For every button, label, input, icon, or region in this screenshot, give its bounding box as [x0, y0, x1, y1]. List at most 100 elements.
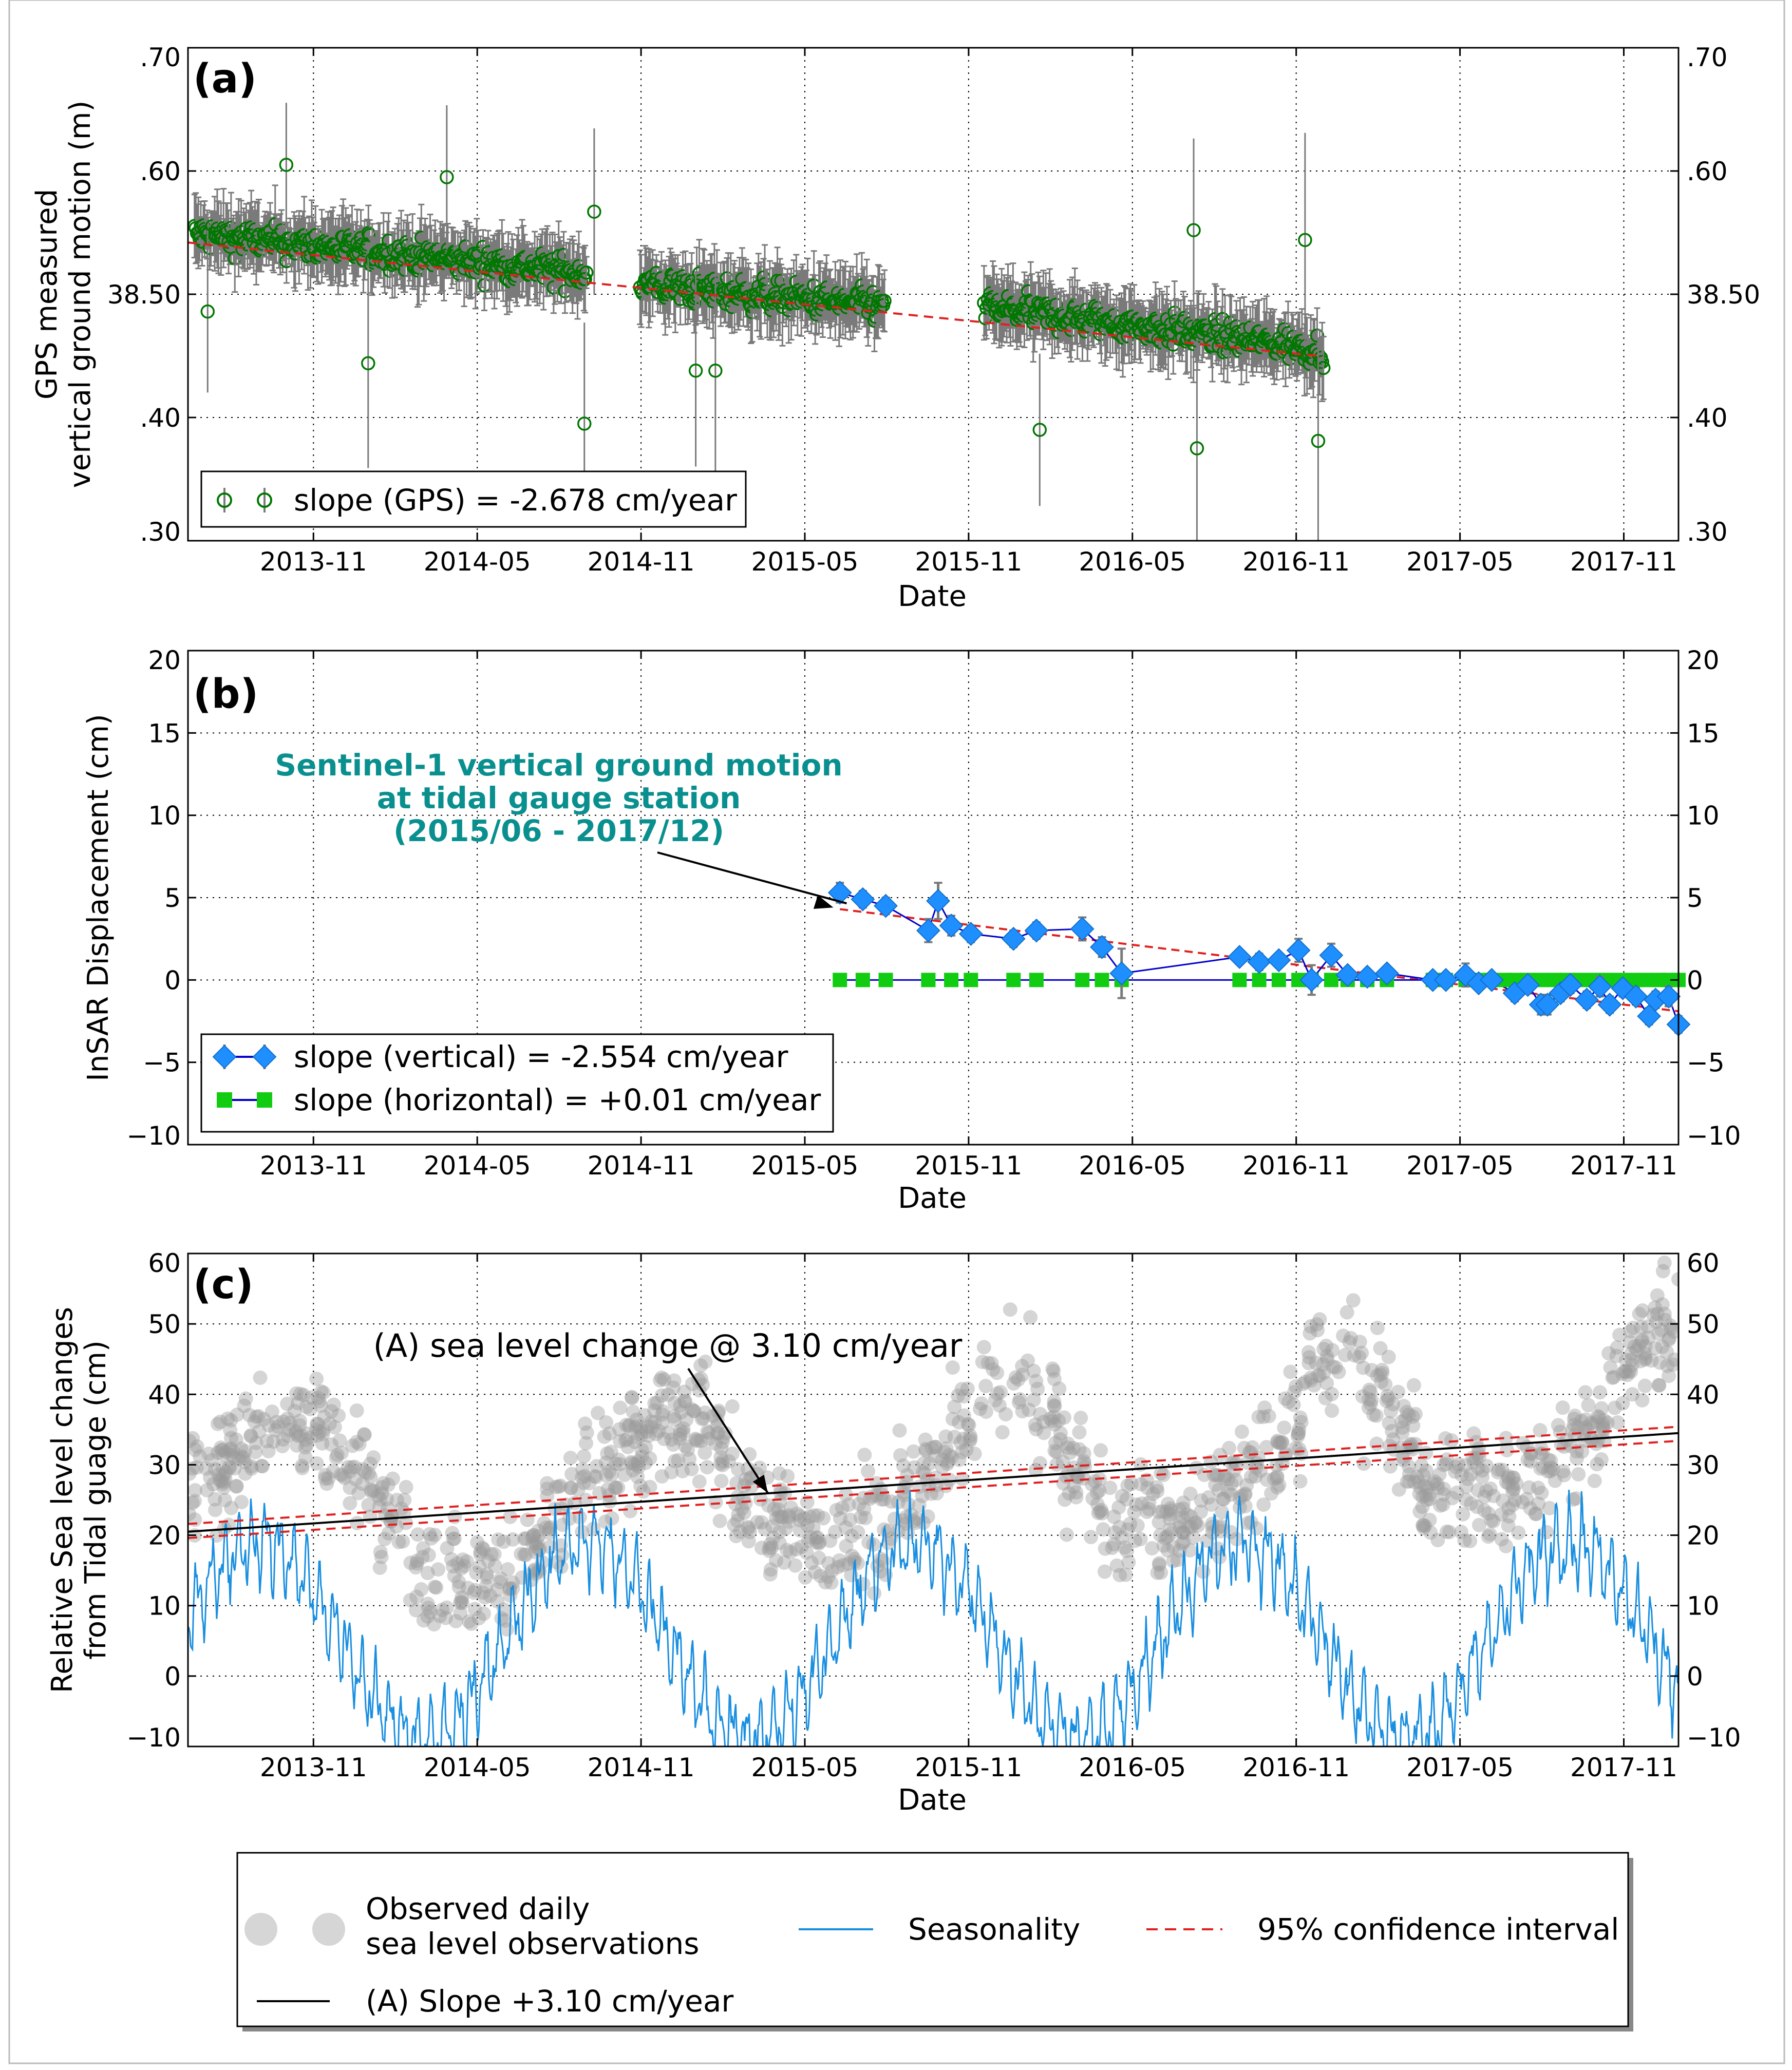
sea-obs-point [1162, 1522, 1177, 1537]
sea-obs-point [1535, 1459, 1550, 1474]
sea-obs-point [1112, 1520, 1127, 1535]
sea-obs-point [361, 1497, 376, 1512]
sea-obs-point [731, 1462, 746, 1477]
sea-obs-point [836, 1558, 851, 1572]
sea-obs-point [710, 1426, 725, 1441]
sea-obs-point [1438, 1431, 1453, 1446]
sea-obs-point [1657, 1256, 1672, 1270]
sea-obs-point [1655, 1264, 1670, 1279]
sea-obs-point [467, 1583, 482, 1598]
sea-obs-point [1141, 1502, 1156, 1516]
sea-obs-point [1522, 1480, 1537, 1495]
sea-obs-point [1194, 1493, 1209, 1508]
sea-obs-point [1420, 1492, 1435, 1507]
x-tick-label: 2017-05 [1406, 1753, 1514, 1782]
sea-obs-point [1603, 1360, 1618, 1375]
sea-obs-point [736, 1491, 751, 1506]
sea-obs-point [310, 1391, 325, 1406]
sea-obs-point [974, 1396, 989, 1411]
sea-obs-point [1657, 1306, 1672, 1321]
sea-obs-point [1256, 1410, 1271, 1425]
sea-obs-point [440, 1541, 455, 1555]
sea-obs-point [389, 1519, 404, 1534]
sea-obs-point [415, 1550, 430, 1565]
sea-obs-point [657, 1432, 672, 1447]
sea-obs-point [1072, 1425, 1087, 1440]
sea-obs-point [1596, 1413, 1611, 1428]
sea-obs-point [373, 1492, 388, 1507]
sea-obs-point [667, 1373, 682, 1388]
sea-obs-point [653, 1373, 668, 1388]
gps-outlier-point [279, 158, 294, 172]
insar-horizontal-point [855, 973, 870, 987]
sea-obs-point [957, 1408, 972, 1423]
sea-obs-point [1204, 1497, 1219, 1512]
sea-obs-point [1012, 1392, 1027, 1407]
sea-obs-point [695, 1377, 710, 1392]
sea-obs-point [687, 1403, 702, 1418]
sea-obs-point [421, 1601, 436, 1616]
sea-obs-point [1515, 1495, 1530, 1510]
sea-obs-point [1063, 1445, 1078, 1460]
sea-obs-point [1187, 1516, 1202, 1531]
insar-vertical-point [1090, 935, 1114, 959]
y-tick-label-right: .70 [1687, 43, 1728, 72]
y-tick-label-right: 50 [1687, 1309, 1720, 1339]
sea-obs-point [451, 1580, 466, 1594]
sea-obs-point [319, 1476, 334, 1491]
sea-obs-point [1066, 1460, 1081, 1475]
sea-obs-point [554, 1501, 569, 1516]
sea-obs-point [540, 1482, 555, 1496]
y-tick-label-right: 10 [1687, 801, 1720, 831]
sea-obs-point [1590, 1457, 1605, 1472]
sea-obs-point [525, 1530, 540, 1545]
sea-obs-point [1432, 1467, 1447, 1482]
sea-obs-point [952, 1452, 967, 1467]
sea-obs-point [322, 1416, 337, 1431]
sea-obs-point [349, 1403, 364, 1418]
sea-obs-point [1331, 1364, 1346, 1379]
sea-obs-point [715, 1454, 730, 1469]
sea-obs-point [309, 1456, 324, 1471]
sea-obs-point [1543, 1464, 1558, 1478]
sea-obs-point [900, 1468, 915, 1483]
sea-obs-point [1408, 1437, 1423, 1452]
sea-obs-point [1234, 1425, 1249, 1439]
insar-vertical-point [827, 880, 852, 905]
panel-a-legend: slope (GPS) = -2.678 cm/year [200, 470, 747, 528]
sea-obs-point [1106, 1537, 1121, 1552]
sea-obs-point [1298, 1375, 1313, 1390]
sea-obs-point [189, 1460, 204, 1475]
sea-obs-point [1523, 1446, 1538, 1461]
panel-c-grid [188, 1254, 1678, 1746]
sea-obs-point [234, 1441, 249, 1456]
sea-obs-point [750, 1515, 765, 1530]
sea-obs-point [188, 1483, 203, 1498]
y-tick-label-right: 20 [1687, 645, 1720, 675]
sea-obs-point [753, 1492, 768, 1507]
sea-obs-point [559, 1497, 574, 1512]
sea-obs-point [230, 1407, 244, 1422]
sea-obs-point [1142, 1495, 1157, 1510]
sea-obs-point [741, 1534, 756, 1549]
sea-obs-point [1466, 1454, 1481, 1469]
annotation-line-1: Sentinel-1 vertical ground motion [275, 748, 842, 783]
sea-obs-point [721, 1454, 736, 1469]
sea-obs-point [1397, 1398, 1411, 1413]
sea-obs-point [223, 1413, 238, 1428]
sea-obs-point [1238, 1486, 1253, 1501]
sea-obs-point [818, 1575, 833, 1590]
sea-obs-point [355, 1476, 370, 1491]
panel-a-legend-box [200, 470, 747, 528]
x-tick-label: 2014-05 [424, 1753, 531, 1782]
insar-vertical-point [1024, 918, 1049, 943]
sea-obs-point [395, 1534, 410, 1549]
insar-vertical-point [1597, 993, 1622, 1017]
sea-obs-point [397, 1492, 412, 1507]
sea-obs-point [1162, 1507, 1177, 1522]
sea-obs-point [1127, 1533, 1142, 1548]
sea-obs-point [1571, 1467, 1586, 1482]
sea-obs-point [1458, 1458, 1473, 1473]
sea-obs-point [295, 1460, 310, 1475]
gps-point [551, 249, 566, 263]
